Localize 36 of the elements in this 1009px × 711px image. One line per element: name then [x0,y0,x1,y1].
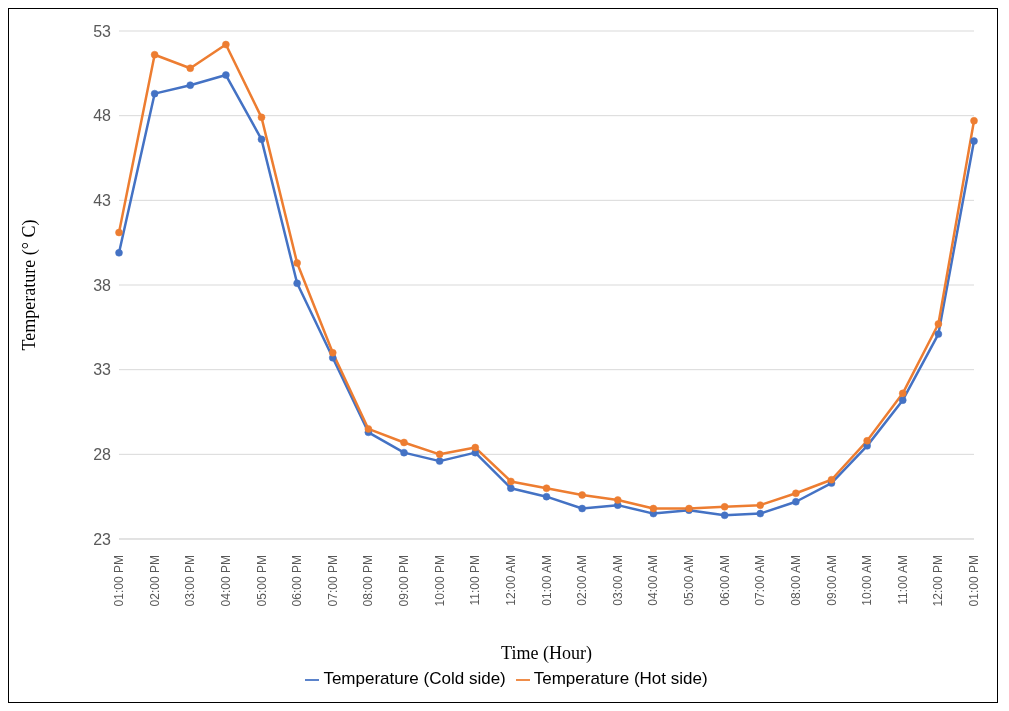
x-tick-label: 06:00 AM [717,555,732,606]
x-tick-label: 01:00 AM [539,555,554,606]
y-tick-label: 28 [93,446,112,464]
x-tick-label: 06:00 PM [290,555,305,607]
x-tick-label: 11:00 AM [895,555,910,605]
x-tick-label: 04:00 PM [218,555,233,607]
x-tick-label: 07:00 PM [325,555,340,607]
y-tick-label: 48 [93,107,112,125]
legend-label: Temperature (Cold side) [323,669,506,688]
y-tick-label: 38 [93,276,112,294]
x-tick-label: 09:00 AM [824,555,839,606]
x-tick-label: 02:00 PM [147,555,162,607]
x-tick-label: 12:00 PM [931,555,946,607]
y-tick-label: 23 [93,530,112,548]
y-tick-label: 33 [93,361,112,379]
x-tick-label: 08:00 PM [361,555,376,607]
x-tick-label: 07:00 AM [753,555,768,606]
x-tick-label: 01:00 PM [112,555,126,607]
x-axis-title: Time (Hour) [501,643,592,664]
x-tick-label: 02:00 AM [575,555,590,606]
x-tick-label: 10:00 AM [860,555,875,606]
legend-label: Temperature (Hot side) [533,669,708,688]
x-tick-label: 03:00 AM [610,555,625,606]
x-tick-label: 10:00 PM [432,555,447,607]
x-tick-label: 04:00 AM [646,555,661,606]
x-tick-label: 01:00 PM [967,555,981,607]
x-tick-label: 09:00 PM [397,555,411,607]
x-tick-label: 12:00 AM [503,555,518,606]
x-tick-label: 03:00 PM [183,555,198,607]
x-tick-label: 05:00 AM [682,555,696,606]
y-tick-label: 53 [93,22,112,40]
y-axis-title: Temperature (° C) [19,219,41,351]
y-tick-label: 43 [93,192,112,210]
x-tick-label: 05:00 PM [254,555,269,607]
x-tick-label: 08:00 AM [788,555,803,606]
x-tick-label: 11:00 PM [468,555,483,606]
